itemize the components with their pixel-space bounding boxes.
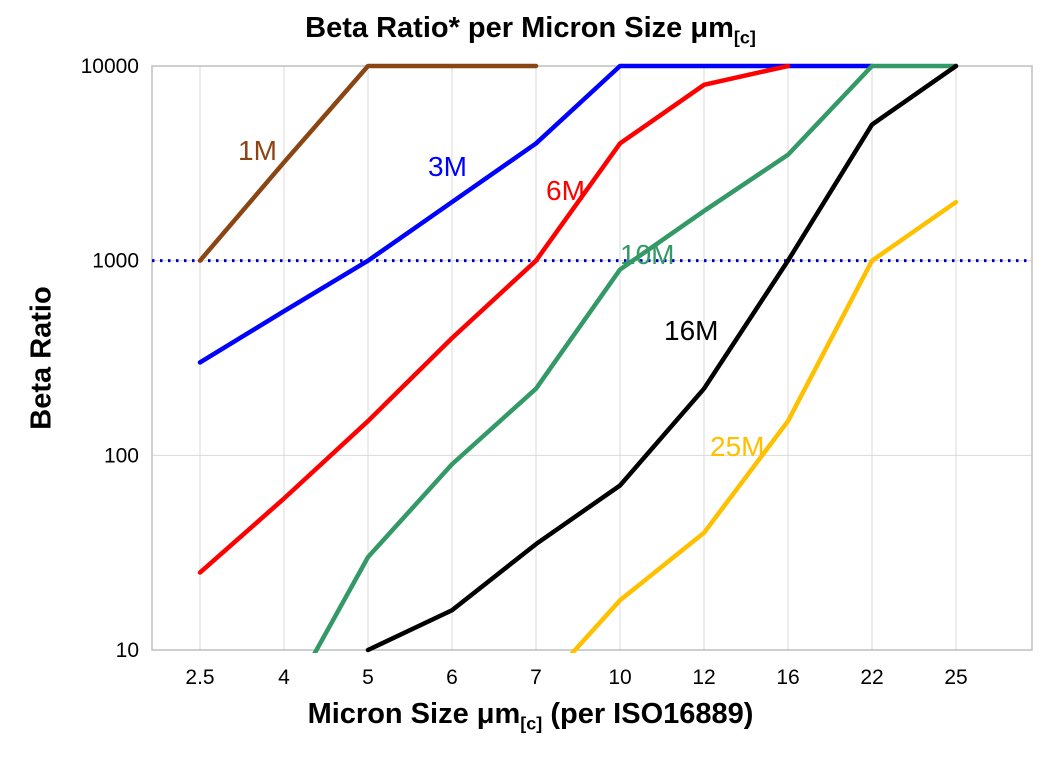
series-label-1m: 1M xyxy=(238,135,277,166)
series-label-25m: 25M xyxy=(710,431,764,462)
x-axis-label-pre: Micron Size xyxy=(307,698,477,730)
series-line-1m xyxy=(197,63,539,263)
chart-title: Beta Ratio* per Micron Size μm[c] xyxy=(0,12,1061,48)
chart-title-mu: μm xyxy=(690,12,734,44)
series-group xyxy=(197,63,959,653)
y-tick-label: 10 xyxy=(116,639,139,662)
x-tick-label: 22 xyxy=(860,666,883,689)
series-label-10m: 10M xyxy=(620,239,674,270)
x-tick-label: 6 xyxy=(446,666,458,689)
series-label-16m: 16M xyxy=(664,315,718,346)
x-tick-label: 16 xyxy=(776,666,799,689)
chart-title-subscript: [c] xyxy=(733,27,756,48)
plot-border xyxy=(151,65,1033,651)
x-tick-label: 12 xyxy=(692,666,715,689)
x-tick-label: 10 xyxy=(608,666,631,689)
x-axis-label: Micron Size μm[c] (per ISO16889) xyxy=(0,698,1061,734)
x-axis-label-mu: μm xyxy=(476,698,521,730)
x-tick-label: 4 xyxy=(278,666,290,689)
series-line-6m xyxy=(197,63,791,575)
x-axis-label-subscript: [c] xyxy=(520,713,543,734)
x-axis-label-post: (per ISO16889) xyxy=(542,698,754,730)
y-tick-label: 1000 xyxy=(92,250,139,273)
series-label-3m: 3M xyxy=(428,151,467,182)
x-tick-label: 2.5 xyxy=(185,666,214,689)
y-tick-label: 100 xyxy=(104,444,139,467)
series-line-10m xyxy=(312,63,959,653)
x-tick-label: 25 xyxy=(944,666,967,689)
y-tick-label: 10000 xyxy=(81,55,139,78)
x-tick-label: 7 xyxy=(530,666,542,689)
series-line-3m xyxy=(197,63,875,365)
x-tick-label: 5 xyxy=(362,666,374,689)
chart-title-main: Beta Ratio* per Micron Size xyxy=(305,12,691,44)
series-line-25m xyxy=(569,199,959,653)
series-label-6m: 6M xyxy=(546,175,585,206)
series-line-16m xyxy=(365,63,959,653)
